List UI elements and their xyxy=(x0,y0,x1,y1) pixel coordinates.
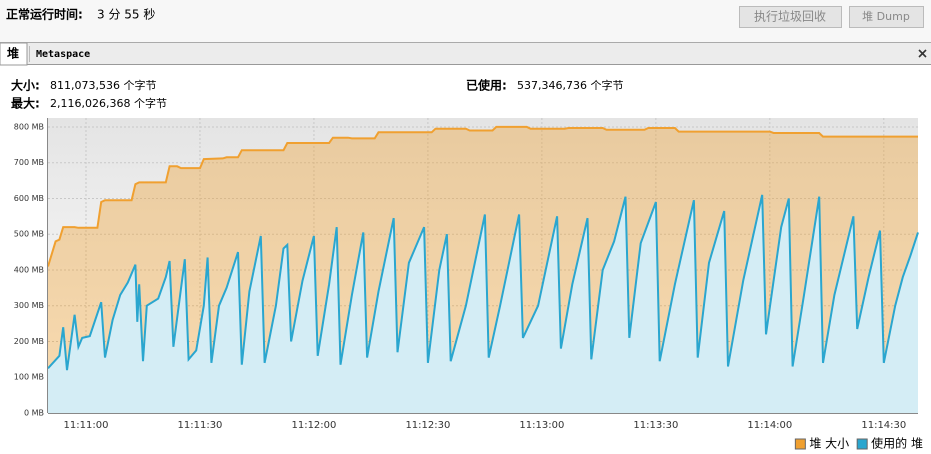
x-tick-label: 11:13:00 xyxy=(519,420,564,431)
x-tick-label: 11:13:30 xyxy=(633,420,678,431)
y-tick-label: 400 MB xyxy=(14,265,44,274)
series-line xyxy=(47,194,919,371)
legend-swatch xyxy=(794,438,806,450)
dump-button-label[interactable]: 堆 Dump xyxy=(862,10,910,23)
close-icon[interactable] xyxy=(918,49,927,58)
gc-button[interactable] xyxy=(739,6,842,28)
y-tick-label: 700 MB xyxy=(14,158,44,167)
y-tick-label: 200 MB xyxy=(14,337,44,346)
y-tick-label: 300 MB xyxy=(14,301,44,310)
x-tick-label: 11:11:30 xyxy=(178,420,223,431)
y-tick-label: 500 MB xyxy=(14,230,44,239)
tab-selected[interactable] xyxy=(0,42,28,66)
y-tick-label: 800 MB xyxy=(14,122,44,131)
uptime-label: 正常运行时间: xyxy=(6,7,83,22)
x-tick-label: 11:12:30 xyxy=(405,420,450,431)
size-label: 大小: xyxy=(11,78,40,93)
used-label: 已使用: xyxy=(466,78,507,93)
max-label: 最大: xyxy=(11,96,40,111)
size-value: 811,073,536 个字节 xyxy=(50,78,156,92)
x-tick-label: 11:12:00 xyxy=(291,420,336,431)
legend-label: 使用的 堆 xyxy=(871,436,923,451)
x-tick-label: 11:14:30 xyxy=(861,420,906,431)
legend-label: 堆 大小 xyxy=(809,437,849,451)
series-line xyxy=(47,125,918,267)
tab-label[interactable]: 堆 xyxy=(7,46,19,61)
tab-bar xyxy=(0,43,931,64)
used-value: 537,346,736 个字节 xyxy=(517,78,623,92)
y-tick-label: 100 MB xyxy=(14,373,44,382)
gc-button-label[interactable]: 执行垃圾回收 xyxy=(754,9,826,24)
y-tick-label: 600 MB xyxy=(14,194,44,203)
dump-button[interactable] xyxy=(849,6,924,28)
max-value: 2,116,026,368 个字节 xyxy=(50,96,167,110)
legend-swatch xyxy=(856,438,868,450)
x-tick-label: 11:14:00 xyxy=(747,420,792,431)
x-tick-label: 11:11:00 xyxy=(64,420,109,431)
tab-label[interactable]: Metaspace xyxy=(36,49,90,60)
y-tick-label: 0 MB xyxy=(24,409,44,418)
uptime-value: 3 分 55 秒 xyxy=(97,8,155,22)
